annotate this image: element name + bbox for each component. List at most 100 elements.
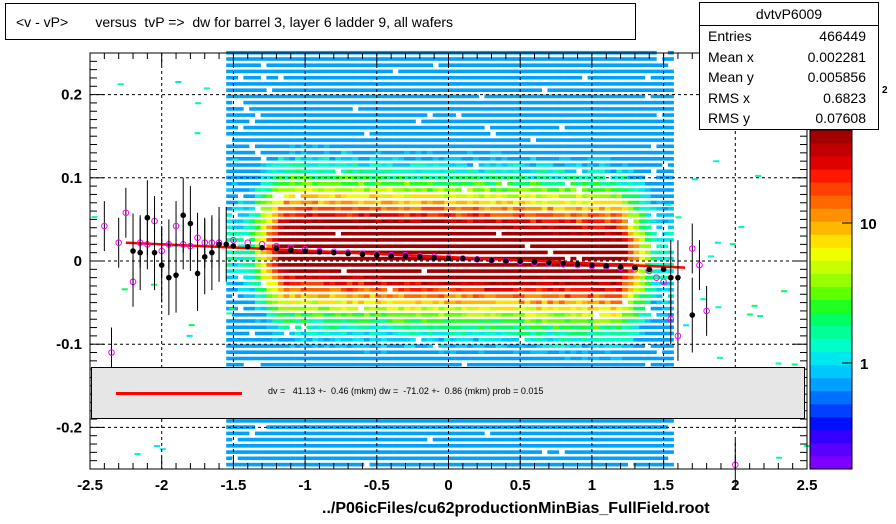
heat-cell (507, 169, 514, 174)
heat-cell (604, 200, 611, 205)
heat-cell (593, 225, 600, 230)
heat-cell (587, 107, 594, 111)
heat-cell (518, 132, 525, 136)
heat-cell (375, 356, 382, 361)
heat-cell (639, 157, 646, 161)
heat-cell (283, 431, 290, 436)
heat-cell (266, 288, 273, 292)
heat-cell (323, 225, 330, 230)
heat-cell (490, 269, 497, 273)
heat-cell (329, 338, 336, 342)
heat-cell (633, 344, 640, 348)
heat-cell (541, 250, 548, 255)
heat-cell (392, 325, 399, 330)
heat-cell (404, 169, 410, 174)
heat-cell (449, 200, 456, 205)
heat-cell (438, 250, 445, 255)
heat-cell (381, 94, 388, 99)
heat-cell (524, 138, 531, 142)
heat-cell (363, 362, 370, 367)
heat-cell (232, 313, 238, 317)
heat-cell (329, 169, 336, 174)
heat-cell (530, 313, 537, 317)
heat-cell (283, 250, 290, 255)
heat-cell (237, 88, 244, 92)
heat-cell (346, 88, 353, 92)
heat-cell (375, 213, 382, 217)
heat-cell (409, 300, 416, 305)
heat-cell (616, 57, 623, 61)
heat-cell (536, 206, 542, 211)
heat-cell (524, 294, 531, 298)
heat-cell (645, 294, 651, 298)
heat-cell (427, 288, 433, 292)
heat-cell (392, 306, 399, 311)
heat-cell (604, 182, 611, 186)
heat-cell (363, 356, 370, 361)
heat-cell (352, 338, 359, 342)
heat-cell (341, 119, 347, 124)
heat-cell (427, 331, 433, 336)
heat-cell (421, 94, 428, 99)
heat-cell (392, 163, 399, 167)
heat-cell (558, 444, 565, 448)
heat-cell (352, 163, 359, 167)
heat-cell (604, 169, 611, 174)
heat-cell (363, 200, 370, 205)
heat-cell (627, 88, 634, 92)
heat-cell (541, 125, 548, 130)
heat-cell (524, 206, 531, 211)
heat-cell (650, 238, 657, 242)
heat-cell (226, 362, 233, 367)
heat-cell (266, 182, 273, 186)
heat-cell (226, 132, 233, 136)
heat-cell (633, 88, 640, 92)
heat-cell (232, 231, 238, 236)
heat-cell (409, 175, 416, 180)
heat-cell (536, 100, 542, 105)
heat-cell (375, 444, 382, 448)
heat-cell (323, 63, 330, 67)
heat-cell (656, 163, 663, 167)
heat-cell (404, 75, 410, 80)
heat-cell (518, 188, 525, 192)
heat-cell (484, 163, 491, 167)
heat-cell (662, 437, 669, 442)
heat-cell (553, 219, 560, 223)
heat-cell (386, 188, 393, 192)
heat-cell (398, 206, 405, 211)
heat-cell (633, 213, 640, 217)
heat-cell (283, 75, 290, 80)
heat-cell (358, 319, 365, 323)
heat-cell (363, 419, 370, 423)
heat-cell (524, 300, 531, 305)
heat-cell (352, 450, 359, 454)
heat-cell (277, 313, 284, 317)
heat-cell (656, 294, 663, 298)
heat-cell (501, 138, 508, 142)
heat-cell (472, 100, 479, 105)
heat-cell (553, 419, 560, 423)
heat-cell (369, 113, 376, 117)
heat-cell (599, 213, 606, 217)
heat-cell (432, 69, 439, 74)
heat-cell (581, 57, 588, 61)
heat-cell (312, 69, 319, 74)
heat-cell (409, 425, 416, 429)
heat-cell (369, 138, 376, 142)
heat-cell (295, 188, 302, 192)
heat-cell (449, 94, 456, 99)
heat-cell (381, 144, 388, 149)
heat-cell (547, 119, 554, 124)
heat-cell (277, 263, 284, 267)
heat-cell (312, 144, 319, 149)
heat-cell (495, 182, 502, 186)
heat-cell (415, 200, 422, 205)
heat-cell (375, 163, 382, 167)
heat-cell (358, 431, 365, 436)
heat-cell (581, 69, 588, 74)
heat-cell (622, 350, 628, 354)
heat-cell (593, 157, 600, 161)
heat-cell (530, 163, 537, 167)
heat-cell (656, 456, 663, 461)
